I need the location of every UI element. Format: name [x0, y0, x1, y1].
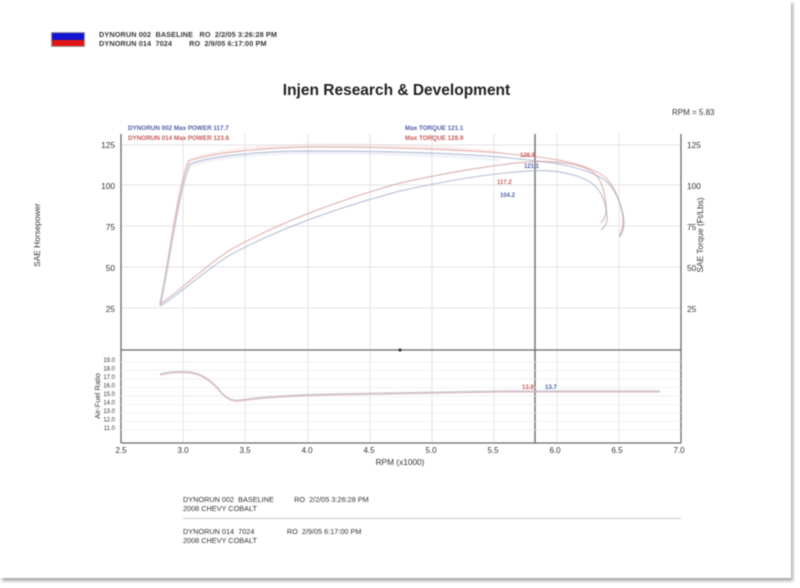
svg-text:Max TORQUE 128.9: Max TORQUE 128.9 — [405, 135, 464, 142]
svg-text:SAE Horsepower: SAE Horsepower — [32, 203, 42, 267]
svg-text:25: 25 — [687, 304, 697, 314]
svg-text:3.0: 3.0 — [177, 446, 189, 455]
svg-text:2.5: 2.5 — [115, 446, 127, 455]
svg-text:117.2: 117.2 — [497, 180, 512, 186]
svg-text:Max TORQUE 121.1: Max TORQUE 121.1 — [405, 125, 464, 132]
svg-text:4.5: 4.5 — [363, 446, 375, 455]
svg-text:16.0: 16.0 — [103, 384, 115, 390]
svg-text:17.0: 17.0 — [103, 375, 115, 381]
svg-text:Air-Fuel Ratio: Air-Fuel Ratio — [93, 373, 102, 419]
svg-text:128.9: 128.9 — [520, 153, 536, 159]
svg-text:5.0: 5.0 — [425, 446, 437, 455]
svg-text:100: 100 — [101, 181, 115, 191]
svg-text:18.0: 18.0 — [103, 367, 115, 373]
svg-text:SAE Torque (Ft/Lbs): SAE Torque (Ft/Lbs) — [695, 197, 705, 272]
svg-text:RPM (x1000): RPM (x1000) — [376, 457, 425, 467]
svg-text:3.5: 3.5 — [239, 446, 251, 455]
svg-text:DYNORUN 002 Max POWER 117.7: DYNORUN 002 Max POWER 117.7 — [128, 125, 229, 132]
svg-text:25: 25 — [106, 304, 116, 314]
svg-text:13.0: 13.0 — [103, 409, 115, 415]
svg-text:13.8: 13.8 — [522, 385, 534, 391]
svg-text:19.0: 19.0 — [103, 358, 115, 364]
svg-text:104.2: 104.2 — [500, 193, 516, 199]
svg-text:DYNORUN 014 Max POWER 123.6: DYNORUN 014 Max POWER 123.6 — [128, 135, 230, 142]
svg-text:50: 50 — [106, 263, 116, 273]
svg-text:15.0: 15.0 — [103, 392, 115, 398]
svg-text:11.0: 11.0 — [104, 426, 116, 432]
svg-text:12.0: 12.0 — [103, 418, 115, 424]
svg-text:125: 125 — [687, 140, 701, 150]
svg-text:5.5: 5.5 — [487, 446, 499, 455]
svg-text:7.0: 7.0 — [673, 446, 685, 455]
svg-text:6.0: 6.0 — [549, 446, 561, 455]
svg-text:125: 125 — [101, 140, 115, 150]
svg-text:6.5: 6.5 — [611, 446, 623, 455]
svg-text:4.0: 4.0 — [301, 446, 313, 455]
svg-text:75: 75 — [106, 222, 116, 232]
svg-text:14.0: 14.0 — [103, 401, 115, 407]
svg-text:100: 100 — [687, 181, 701, 191]
svg-text:13.7: 13.7 — [545, 385, 557, 391]
svg-text:121.1: 121.1 — [524, 164, 540, 170]
